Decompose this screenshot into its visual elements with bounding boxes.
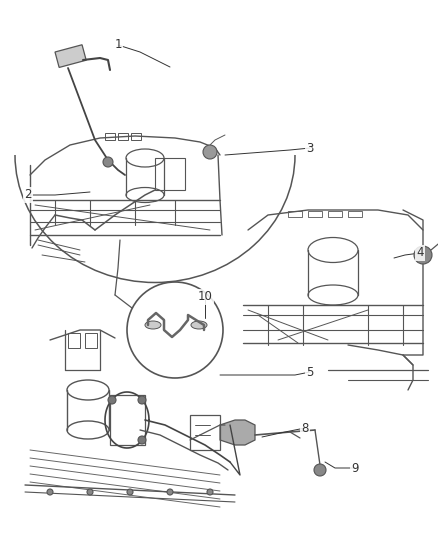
- Ellipse shape: [145, 321, 161, 329]
- Text: 4: 4: [416, 246, 424, 260]
- Bar: [110, 395, 145, 445]
- Text: 5: 5: [306, 366, 314, 378]
- Circle shape: [138, 396, 146, 404]
- Text: 2: 2: [24, 189, 32, 201]
- Circle shape: [138, 436, 146, 444]
- Circle shape: [47, 489, 53, 495]
- Text: 9: 9: [351, 462, 359, 474]
- Bar: [328, 211, 342, 217]
- Circle shape: [103, 157, 113, 167]
- Circle shape: [127, 489, 133, 495]
- Circle shape: [314, 464, 326, 476]
- Bar: [85, 333, 97, 348]
- Bar: [55, 45, 86, 68]
- Bar: [155, 158, 185, 190]
- Text: 8: 8: [301, 422, 309, 434]
- Circle shape: [414, 246, 432, 264]
- Circle shape: [87, 489, 93, 495]
- Bar: [288, 211, 302, 217]
- Bar: [308, 211, 322, 217]
- Circle shape: [203, 145, 217, 159]
- Text: 3: 3: [306, 141, 314, 155]
- Bar: [190, 415, 220, 450]
- Text: 1: 1: [114, 38, 122, 52]
- Ellipse shape: [191, 321, 207, 329]
- Text: 10: 10: [198, 290, 212, 303]
- Circle shape: [108, 396, 116, 404]
- Bar: [68, 333, 80, 348]
- Polygon shape: [220, 420, 255, 445]
- Bar: [105, 133, 115, 140]
- Bar: [118, 133, 128, 140]
- Bar: [131, 133, 141, 140]
- Circle shape: [207, 489, 213, 495]
- Bar: [348, 211, 362, 217]
- Circle shape: [167, 489, 173, 495]
